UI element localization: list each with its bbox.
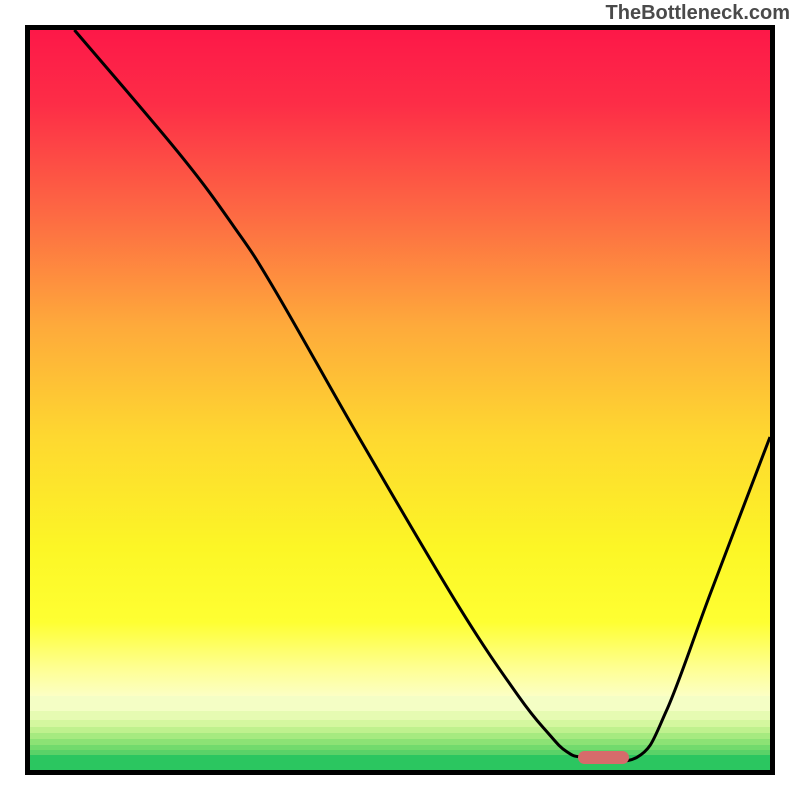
optimal-marker	[578, 751, 630, 764]
bottleneck-chart	[25, 25, 775, 775]
curve-path	[74, 30, 770, 761]
watermark-text: TheBottleneck.com	[606, 2, 790, 25]
chart-curve	[30, 30, 770, 770]
